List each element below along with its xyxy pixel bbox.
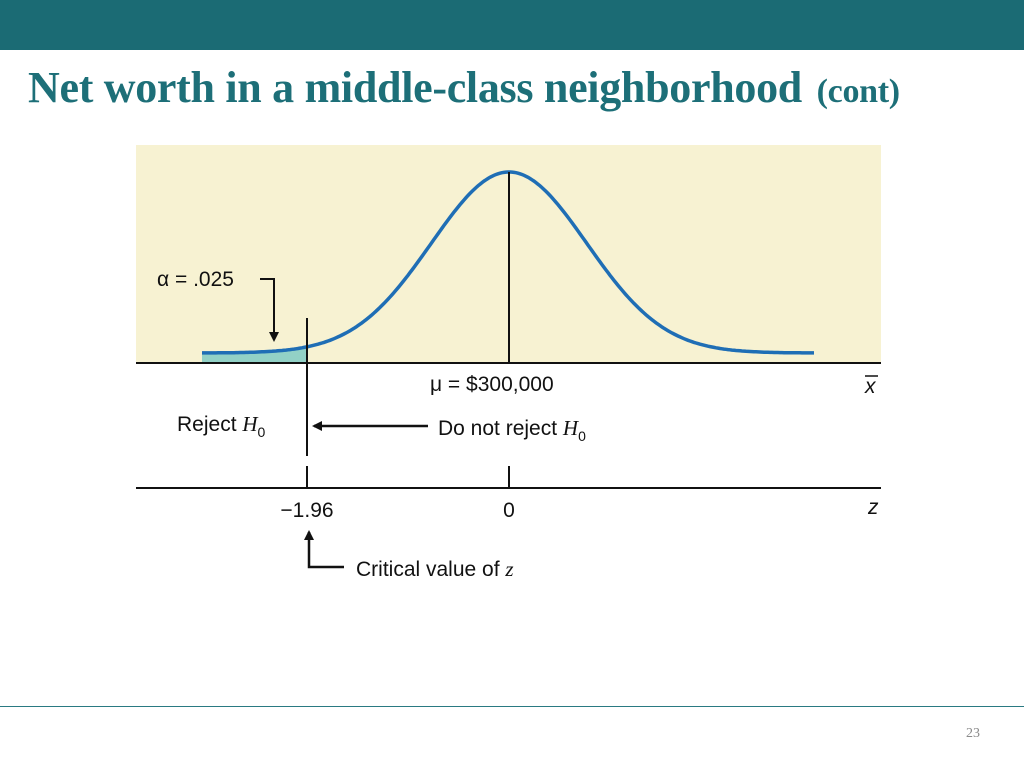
z-tick-zero-label: 0 [503,499,515,522]
page-number: 23 [966,726,980,741]
reject-label: Reject H0 [177,412,266,440]
z-axis-label: z [867,496,879,519]
reject-text: Reject [177,413,242,436]
slide-title-main: Net worth in a middle-class neighborhood [28,63,802,112]
critical-value-symbol: z [504,557,513,581]
do-not-reject-h-symbol: H [562,416,580,440]
header-bar [0,0,1024,50]
reject-h-subscript: 0 [258,424,266,440]
alpha-arrow [260,278,279,342]
critical-value-text: Critical value of [356,558,505,581]
do-not-reject-text: Do not reject [438,417,563,440]
slide-title: Net worth in a middle-class neighborhood… [28,62,900,113]
xbar-axis-label: x [864,375,877,398]
do-not-reject-h-subscript: 0 [578,428,586,444]
z-tick-critical-label: −1.96 [280,499,333,522]
critical-value-label: Critical value of z [356,557,514,581]
footer-divider [0,706,1024,707]
do-not-reject-label: Do not reject H0 [438,416,586,444]
mean-label: μ = $300,000 [430,373,554,396]
critical-value-arrow [304,530,344,569]
alpha-label: α = .025 [157,268,234,291]
slide-title-suffix: (cont) [816,73,900,110]
reject-h-symbol: H [241,412,259,436]
